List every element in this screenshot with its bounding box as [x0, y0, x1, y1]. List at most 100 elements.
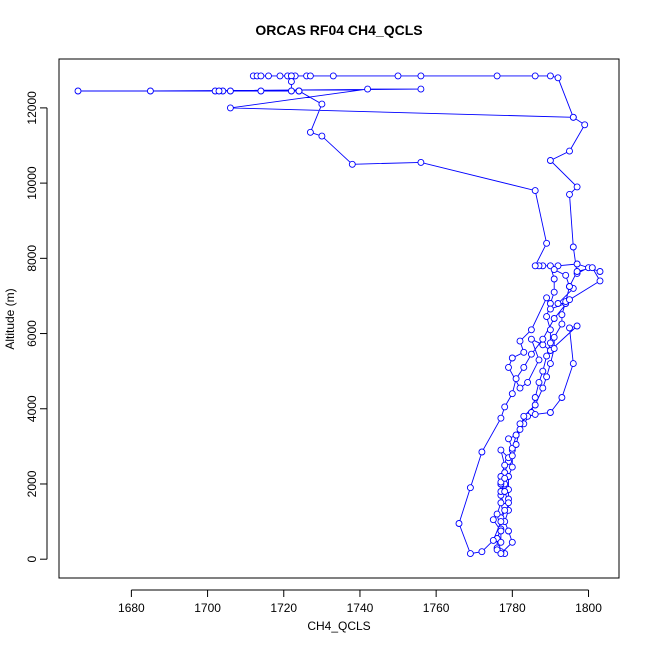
data-point	[539, 341, 547, 349]
data-point	[539, 367, 547, 375]
data-point	[550, 315, 558, 322]
data-point	[516, 384, 524, 392]
data-point	[501, 488, 509, 495]
data-point	[516, 337, 524, 345]
data-point	[531, 394, 539, 401]
data-point	[497, 499, 505, 507]
data-point	[501, 474, 509, 482]
data-point	[539, 335, 547, 343]
data-point	[535, 378, 543, 386]
data-point	[478, 448, 486, 456]
y-axis-label: Altitude (m)	[3, 288, 17, 349]
data-point	[497, 446, 505, 454]
data-point	[394, 72, 402, 80]
data-point	[505, 435, 512, 443]
data-point	[276, 72, 284, 80]
data-point	[512, 441, 520, 448]
data-point	[550, 288, 558, 296]
x-axis-label: CH4_QCLS	[307, 619, 370, 633]
x-tick-label: 1680	[118, 601, 145, 615]
data-point	[497, 527, 505, 535]
data-point	[554, 74, 562, 82]
data-point	[497, 518, 505, 526]
data-point	[569, 243, 577, 251]
x-tick-label: 1740	[347, 601, 374, 615]
data-point	[497, 550, 505, 558]
data-point	[550, 275, 558, 283]
data-point	[516, 420, 524, 428]
data-point	[573, 268, 581, 275]
data-point	[550, 333, 558, 341]
data-point	[478, 548, 486, 556]
data-point	[546, 409, 554, 416]
data-point	[566, 190, 573, 198]
data-point	[573, 183, 581, 191]
data-point	[596, 277, 604, 285]
data-point	[581, 121, 589, 129]
y-tick-label: 6000	[25, 320, 39, 347]
data-point	[558, 311, 566, 319]
data-point	[508, 538, 516, 546]
data-point	[295, 87, 303, 95]
data-point	[489, 516, 497, 524]
x-tick-label: 1800	[575, 601, 602, 615]
data-point	[512, 375, 520, 383]
data-point	[455, 520, 463, 527]
data-point	[531, 187, 539, 195]
data-point	[543, 313, 551, 321]
data-point	[257, 87, 265, 95]
data-point	[546, 300, 554, 307]
data-point	[546, 339, 554, 347]
y-tick-label: 2000	[25, 470, 39, 497]
data-point	[546, 157, 554, 164]
series-line	[253, 75, 574, 118]
data-point	[520, 348, 528, 356]
data-point	[546, 72, 554, 80]
data-point	[329, 72, 337, 80]
data-point	[501, 461, 509, 469]
y-tick-label: 8000	[25, 245, 39, 272]
chart-title: ORCAS RF04 CH4_QCLS	[255, 22, 422, 38]
data-point	[524, 378, 532, 386]
data-point	[558, 320, 566, 328]
data-point	[573, 322, 581, 330]
data-point	[508, 390, 516, 398]
data-point	[543, 373, 551, 381]
data-point	[417, 85, 425, 93]
data-point	[573, 260, 581, 268]
data-point	[531, 72, 539, 80]
data-point	[505, 363, 512, 371]
data-point	[527, 335, 535, 343]
data-point	[527, 326, 535, 334]
data-point	[364, 85, 372, 93]
data-point	[257, 72, 265, 80]
data-point	[558, 394, 566, 401]
data-point	[566, 324, 573, 332]
data-point	[550, 345, 558, 353]
data-point	[493, 72, 501, 80]
x-tick-label: 1700	[194, 601, 221, 615]
data-point	[306, 128, 314, 136]
data-point	[588, 264, 596, 272]
data-point	[508, 452, 516, 460]
data-point	[74, 87, 82, 95]
data-point	[287, 72, 295, 80]
data-point	[531, 401, 539, 409]
data-point	[543, 294, 551, 302]
data-point	[417, 72, 425, 80]
data-point	[508, 354, 516, 362]
data-point	[466, 550, 474, 558]
data-point	[550, 266, 558, 274]
data-point	[562, 271, 570, 279]
data-point	[527, 350, 535, 358]
data-point	[520, 363, 528, 371]
data-point	[215, 87, 223, 95]
data-point	[226, 104, 234, 112]
data-point	[520, 412, 528, 420]
series-line	[78, 88, 601, 555]
data-point	[546, 305, 554, 313]
series-points	[74, 72, 604, 558]
data-point	[546, 326, 554, 334]
data-point	[493, 510, 501, 518]
